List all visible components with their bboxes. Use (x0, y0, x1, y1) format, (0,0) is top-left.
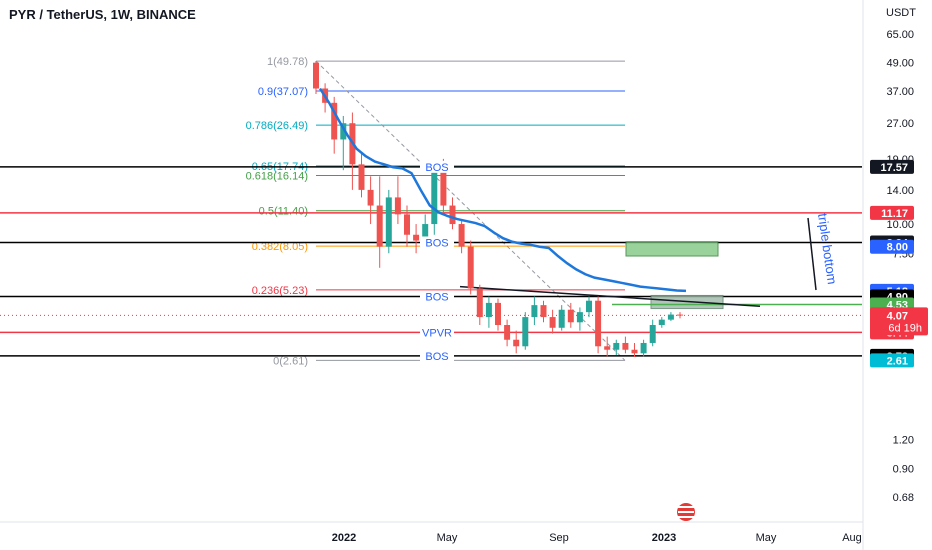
annotation-bos: BOS (425, 351, 448, 363)
candle-body (340, 123, 347, 140)
x-tick-label: May (437, 532, 458, 544)
annotation-bg (420, 349, 454, 362)
candle-body (385, 197, 392, 247)
y-tick-label: 65.00 (886, 29, 914, 41)
annotation-bg (420, 326, 454, 339)
candle-body (567, 309, 574, 323)
candle-body (485, 302, 492, 318)
candle-body (586, 300, 592, 313)
us-flag-stripe (678, 516, 694, 518)
annotation-bg (420, 236, 454, 249)
candle-body (467, 246, 474, 289)
candle-body (440, 170, 447, 206)
candle-body (658, 319, 665, 326)
candle-body (677, 314, 683, 316)
candle-body (576, 312, 583, 323)
annotation-bg (420, 290, 454, 303)
candle-body (413, 234, 420, 241)
fib-level-label: 0.236(5.23) (252, 285, 308, 297)
fib-level-label: 0.618(16.14) (246, 170, 308, 182)
candle-body (549, 317, 556, 328)
price-badge: 2.61 (887, 355, 908, 367)
us-flag-stripe (678, 506, 694, 508)
candle-body (649, 325, 656, 343)
candle-body (458, 224, 465, 247)
x-tick-label: Sep (549, 532, 569, 544)
candle-body (595, 300, 602, 347)
candle-body (449, 205, 456, 225)
candle-body (604, 346, 611, 350)
candle-body (367, 189, 374, 206)
countdown-badge: 6d 19h (888, 322, 922, 334)
candle-body (522, 317, 529, 347)
triple-bottom-marker (807, 217, 817, 291)
y-tick-label: 14.00 (886, 185, 914, 197)
candle-body (540, 305, 547, 318)
currency-label: USDT (886, 7, 916, 19)
candle-body (331, 102, 338, 140)
price-badge-bg (870, 159, 914, 174)
annotation-bos: BOS (425, 237, 448, 249)
price-badge-bg (870, 205, 914, 220)
price-badge-bg (870, 239, 914, 254)
y-tick-label: 10.00 (886, 219, 914, 231)
x-tick-label: 2022 (332, 532, 356, 544)
candle-body (404, 214, 410, 235)
y-tick-label: 0.90 (893, 464, 914, 476)
candle-body (376, 205, 383, 247)
fib-level-label: 0.382(8.05) (252, 241, 308, 253)
moving-average-line (318, 87, 687, 293)
candle-body (622, 342, 629, 350)
candle-body (495, 302, 501, 326)
annotation-bg (420, 160, 454, 173)
candle-body (631, 349, 638, 354)
candle-body (394, 197, 401, 215)
candle-body (640, 342, 647, 354)
candle-body (513, 339, 520, 347)
price-badge: 8.00 (887, 242, 908, 254)
candle-body (531, 305, 538, 318)
us-flag-stripe (678, 511, 694, 513)
triple-bottom-label: triple bottom (815, 212, 840, 285)
y-tick-label: 0.68 (893, 492, 914, 504)
candle-body (431, 170, 438, 225)
y-tick-label: 37.00 (886, 86, 914, 98)
fib-level-label: 0.786(26.49) (246, 120, 308, 132)
candle-body (504, 325, 511, 340)
fib-level-label: 0.5(11.40) (259, 206, 308, 218)
price-badge-bg (870, 353, 914, 368)
price-badge: 11.17 (881, 208, 908, 220)
annotation-vpvr: VPVR (422, 327, 452, 339)
y-tick-label: 49.00 (886, 58, 914, 70)
last-price-badge-bg (870, 307, 928, 336)
candle-body (613, 342, 620, 350)
price-badge: 17.57 (880, 162, 908, 174)
x-tick-label: Aug (842, 532, 862, 544)
annotation-bos: BOS (425, 291, 448, 303)
y-tick-label: 27.00 (886, 118, 914, 130)
candle-body (558, 309, 565, 328)
last-price-badge: 4.07 (887, 310, 908, 322)
y-tick-label: 1.20 (893, 434, 914, 446)
candle-body (476, 288, 483, 318)
candle-body (422, 224, 429, 241)
downtrend-line (459, 285, 761, 308)
fib-level-label: 0(2.61) (273, 355, 308, 367)
candle-body (313, 62, 319, 89)
candle-body (667, 314, 674, 320)
demand-zone-box (625, 241, 719, 257)
fib-level-label: 1(49.78) (267, 56, 308, 68)
symbol-title: PYR / TetherUS, 1W, BINANCE (9, 7, 196, 22)
fib-level-label: 0.9(37.07) (258, 86, 308, 98)
x-tick-label: 2023 (652, 532, 676, 544)
x-tick-label: May (756, 532, 777, 544)
annotation-bos: BOS (425, 162, 448, 174)
candle-body (358, 164, 365, 190)
